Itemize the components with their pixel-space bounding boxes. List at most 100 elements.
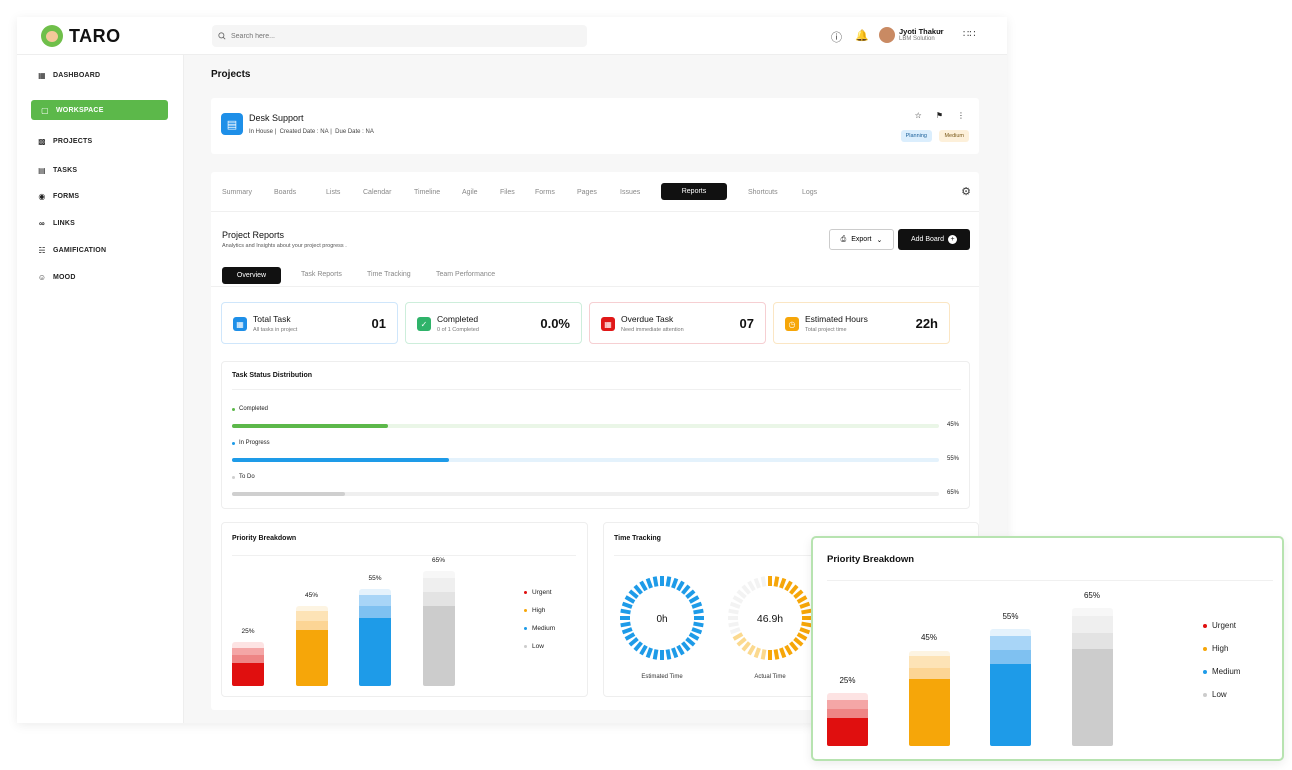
stat-card-estimated-hours[interactable]: ◷ Estimated Hours Total project time 22h <box>773 302 950 344</box>
task-status-distribution: Task Status Distribution Completed 45% In … <box>221 361 970 509</box>
bar-low[interactable] <box>1071 608 1113 746</box>
ring-tick <box>728 621 739 628</box>
tab-calendar[interactable]: Calendar <box>363 189 392 196</box>
user-name[interactable]: Jyoti Thakur <box>899 27 944 36</box>
stat-sub: 0 of 1 Completed <box>437 327 479 333</box>
ring-tick <box>801 608 812 615</box>
bar-urgent[interactable] <box>827 692 868 746</box>
sidebar-item-label: MOOD <box>53 273 76 281</box>
bar-high[interactable] <box>295 606 328 686</box>
tab-reports[interactable]: Reports <box>661 183 727 200</box>
bar-value-label: 55% <box>1002 612 1019 622</box>
ring-tick <box>624 632 636 641</box>
ring-label: Actual Time <box>754 674 786 680</box>
stat-card-overdue-task[interactable]: ▦ Overdue Task Need immediate attention 07 <box>589 302 766 344</box>
ring-tick <box>693 621 704 628</box>
help-icon[interactable]: ⓘ <box>831 32 842 44</box>
bar-segment <box>990 636 1031 651</box>
ring-tick <box>753 647 761 659</box>
export-button[interactable]: ⎙ Export ⌄ <box>829 229 894 250</box>
avatar[interactable] <box>879 27 895 43</box>
subtab-overview[interactable]: Overview <box>222 267 281 284</box>
legend-dot <box>524 645 527 648</box>
tab-timeline[interactable]: Timeline <box>414 189 441 196</box>
sidebar-item-mood[interactable]: ☺ MOOD <box>37 271 76 283</box>
user-org: LBM Solution <box>899 36 935 42</box>
sidebar-item-projects[interactable]: ▩ PROJECTS <box>37 135 92 147</box>
add-board-button[interactable]: Add Board + <box>898 229 970 250</box>
stat-card-completed[interactable]: ✓ Completed 0 of 1 Completed 0.0% <box>405 302 582 344</box>
ring-tick <box>676 644 685 656</box>
bar-value-label: 45% <box>304 592 318 600</box>
flag-icon[interactable]: ⚑ <box>935 111 943 120</box>
bar-segment <box>990 629 1031 637</box>
gear-icon[interactable]: ⚙ <box>961 186 971 198</box>
time-ring-actual: 46.9h <box>728 576 812 660</box>
ring-tick <box>685 589 696 599</box>
tab-issues[interactable]: Issues <box>620 189 641 196</box>
tab-lists[interactable]: Lists <box>326 189 341 196</box>
brand-logo[interactable]: TARO <box>41 25 121 47</box>
sidebar: ▦ DASHBOARD ▢ WORKSPACE ▩ PROJECTS ▤ TASKS ◉… <box>17 55 184 723</box>
status-dot <box>232 475 235 479</box>
ring-tick <box>691 627 703 635</box>
divider <box>232 555 576 556</box>
progress-percent: 45% <box>946 422 959 428</box>
tab-boards[interactable]: Boards <box>274 189 297 196</box>
sidebar-item-label: LINKS <box>53 219 75 227</box>
sidebar-item-workspace[interactable]: ▢ WORKSPACE <box>31 100 168 120</box>
bar-value-label: 65% <box>1083 591 1100 600</box>
tab-files[interactable]: Files <box>500 189 515 196</box>
divider <box>827 580 1273 581</box>
search-bar[interactable] <box>212 25 587 47</box>
chevron-down-icon[interactable]: ⌄ <box>937 27 943 34</box>
ring-tick <box>779 577 787 589</box>
divider <box>614 555 968 556</box>
sidebar-item-gamification[interactable]: ☵ GAMIFICATION <box>37 244 106 256</box>
ring-tick <box>753 577 761 589</box>
ring-tick <box>741 641 751 652</box>
priority-breakdown-title: Priority Breakdown <box>232 535 297 542</box>
link-icon: ∞ <box>39 218 45 228</box>
bar-high[interactable] <box>908 650 950 746</box>
subtab-task-reports[interactable]: Task Reports <box>301 271 342 278</box>
tab-shortcuts[interactable]: Shortcuts <box>748 189 778 196</box>
bar-low[interactable] <box>422 571 455 686</box>
clipboard-icon: ▤ <box>38 165 46 175</box>
sidebar-item-links[interactable]: ∞ LINKS <box>37 217 75 229</box>
bar-medium[interactable] <box>359 588 391 686</box>
ring-tick <box>676 580 685 592</box>
ring-tick <box>628 589 639 599</box>
ring-tick <box>796 595 808 604</box>
tab-agile[interactable]: Agile <box>462 189 478 196</box>
project-created: Created Date : NA <box>279 129 329 135</box>
plus-icon: + <box>948 235 958 244</box>
subtab-time-tracking[interactable]: Time Tracking <box>367 271 411 278</box>
tab-logs[interactable]: Logs <box>802 189 818 196</box>
bar-urgent[interactable] <box>232 641 264 686</box>
legend-label: Urgent <box>532 589 552 596</box>
stat-card-total-task[interactable]: ▦ Total Task All tasks in project 01 <box>221 302 398 344</box>
bar-segment <box>295 630 328 686</box>
legend-dot <box>1203 692 1207 697</box>
sidebar-item-tasks[interactable]: ▤ TASKS <box>37 164 77 176</box>
priority-breakdown-zoom-title: Priority Breakdown <box>827 554 915 565</box>
apps-grid-icon[interactable]: ∷∷ <box>963 29 976 40</box>
legend-label: Medium <box>532 625 556 632</box>
tab-summary[interactable]: Summary <box>222 189 252 196</box>
bar-medium[interactable] <box>990 629 1031 746</box>
tab-forms[interactable]: Forms <box>535 189 555 196</box>
search-input[interactable] <box>231 32 561 40</box>
more-vertical-icon[interactable]: ⋮ <box>957 111 965 120</box>
sidebar-item-dashboard[interactable]: ▦ DASHBOARD <box>37 69 100 81</box>
tab-pages[interactable]: Pages <box>577 189 597 196</box>
ring-tick <box>789 584 799 595</box>
star-icon[interactable]: ☆ <box>914 111 922 120</box>
ring-tick <box>779 647 787 659</box>
sidebar-item-forms[interactable]: ◉ FORMS <box>37 190 79 202</box>
bell-icon[interactable]: 🔔 <box>855 30 869 42</box>
subtab-team-performance[interactable]: Team Performance <box>436 271 496 278</box>
ring-tick <box>789 641 799 652</box>
document-icon: ▤ <box>221 113 243 135</box>
ring-tick <box>799 627 811 635</box>
